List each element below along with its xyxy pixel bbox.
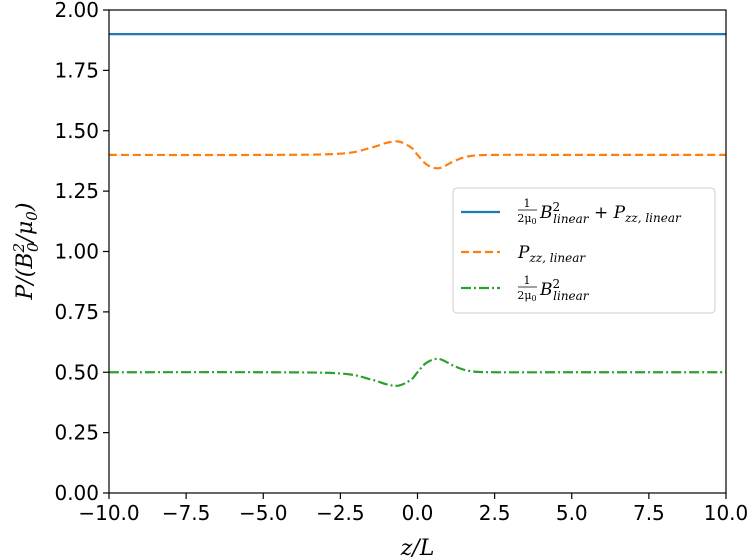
y-axis-label: P/(B20/μ0) (10, 203, 42, 301)
y-tick-label: 1.75 (54, 58, 99, 82)
x-tick-label: 5.0 (556, 501, 588, 525)
x-axis-label: z/L (400, 536, 435, 560)
y-tick-label: 0.50 (54, 360, 99, 384)
x-axis: −10.0 −7.5 −5.0 −2.5 0.0 2.5 5.0 7.5 10.0 (78, 493, 748, 525)
y-tick-label: 1.50 (54, 119, 99, 143)
series-line-2 (108, 357, 726, 387)
x-tick-label: 0.0 (402, 501, 434, 525)
legend-entry-magnetic: 1 2μ0 B2 linear (461, 274, 590, 303)
x-tick-label: −7.5 (162, 501, 211, 525)
x-tick-label: 7.5 (633, 501, 665, 525)
x-tick-label: −2.5 (316, 501, 365, 525)
y-tick-label: 0.25 (54, 421, 99, 445)
legend-box (452, 187, 716, 314)
data-layer (108, 33, 726, 387)
legend-label-magnetic: 1 2μ0 B2 linear (517, 274, 589, 303)
x-tick-label: −5.0 (239, 501, 288, 525)
series-line-1 (108, 140, 726, 170)
x-tick-label: 10.0 (704, 501, 749, 525)
x-tick-label: −10.0 (78, 501, 139, 525)
y-tick-label: 2.00 (54, 0, 99, 22)
y-tick-label: 0.00 (54, 481, 99, 505)
svg-text:1: 1 (524, 274, 531, 287)
legend: 1 2μ0 B2 linear + Pzz, linear Pzz, linear… (452, 187, 716, 314)
svg-text:1: 1 (524, 197, 531, 210)
y-tick-label: 1.25 (54, 179, 99, 203)
x-tick-label: 2.5 (479, 501, 511, 525)
y-tick-label: 1.00 (54, 240, 99, 264)
y-tick-label: 0.75 (54, 300, 99, 324)
y-axis: 0.00 0.25 0.50 0.75 1.00 1.25 1.50 1.75 2.00 (54, 0, 109, 505)
